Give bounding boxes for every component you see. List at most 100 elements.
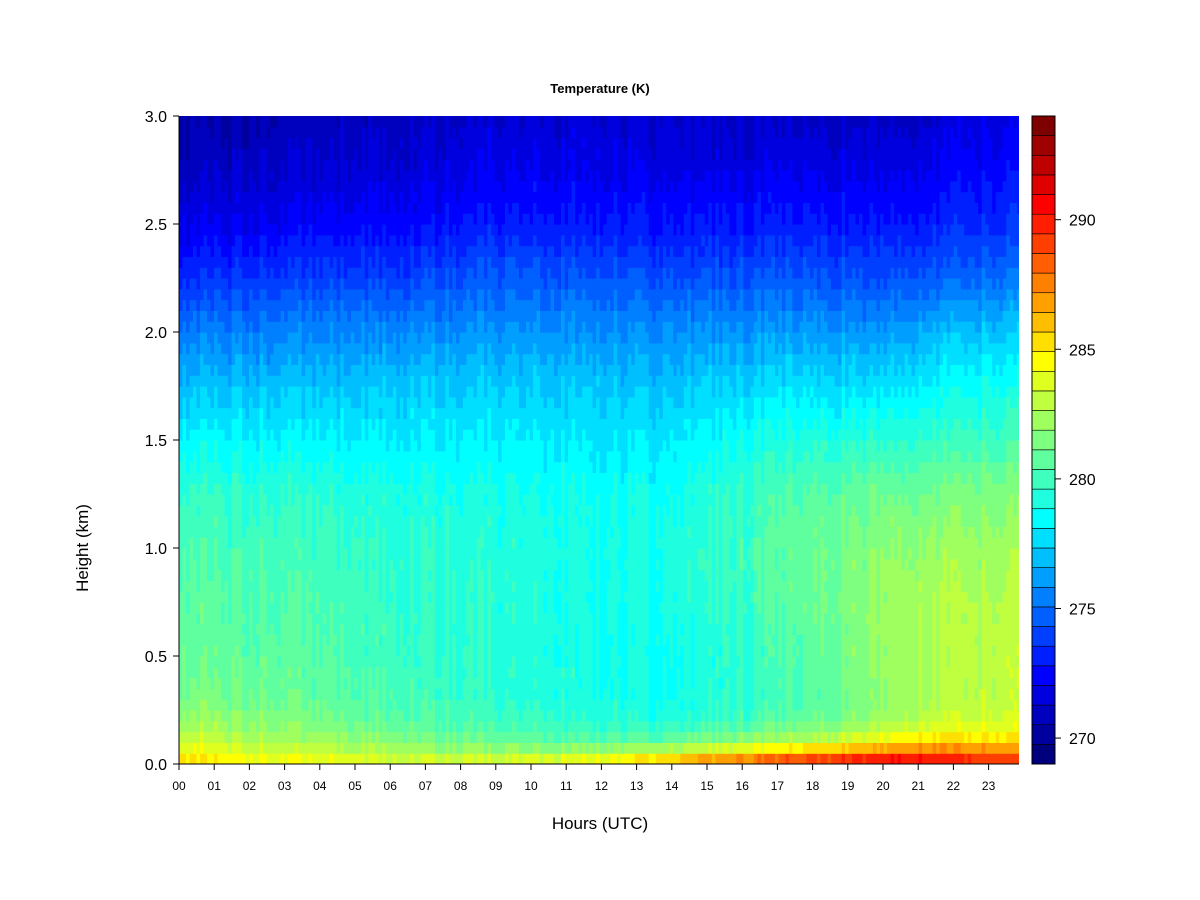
heatmap-cell	[322, 353, 327, 365]
heatmap-cell	[224, 548, 229, 560]
heatmap-cell	[259, 602, 264, 614]
heatmap-cell	[263, 321, 268, 333]
heatmap-cell	[277, 396, 282, 409]
heatmap-cell	[315, 332, 320, 344]
heatmap-cell	[431, 591, 436, 603]
heatmap-cell	[399, 126, 404, 139]
heatmap-cell	[203, 342, 208, 355]
heatmap-cell	[235, 602, 240, 614]
heatmap-cell	[259, 472, 264, 484]
heatmap-cell	[217, 666, 222, 679]
heatmap-cell	[326, 245, 331, 257]
heatmap-cell	[291, 602, 296, 614]
heatmap-cell	[298, 623, 303, 635]
heatmap-cell	[249, 245, 254, 257]
heatmap-cell	[270, 526, 275, 538]
heatmap-cell	[368, 440, 373, 452]
heatmap-cell	[445, 656, 450, 668]
heatmap-cell	[357, 710, 362, 722]
heatmap-cell	[375, 720, 380, 733]
heatmap-cell	[235, 278, 240, 290]
heatmap-cell	[396, 483, 401, 495]
heatmap-cell	[333, 202, 338, 214]
heatmap-cell	[284, 148, 289, 160]
heatmap-cell	[322, 440, 327, 452]
heatmap-cell	[224, 364, 229, 376]
heatmap-cell	[340, 515, 345, 527]
heatmap-cell	[179, 450, 184, 463]
heatmap-cell	[403, 612, 408, 625]
heatmap-cell	[207, 245, 212, 257]
heatmap-cell	[354, 267, 359, 279]
heatmap-cell	[413, 591, 418, 603]
heatmap-cell	[322, 429, 327, 441]
heatmap-cell	[312, 396, 317, 409]
heatmap-cell	[228, 170, 233, 182]
heatmap-cell	[193, 710, 198, 722]
heatmap-cell	[228, 440, 233, 452]
heatmap-cell	[431, 612, 436, 625]
heatmap-cell	[329, 450, 334, 463]
heatmap-cell	[375, 396, 380, 409]
heatmap-cell	[343, 375, 348, 387]
heatmap-cell	[322, 612, 327, 625]
heatmap-cell	[392, 666, 397, 679]
heatmap-cell	[312, 180, 317, 193]
heatmap-cell	[420, 126, 425, 139]
heatmap-cell	[207, 515, 212, 527]
heatmap-cell	[259, 656, 264, 668]
heatmap-cell	[196, 548, 201, 560]
heatmap-cell	[385, 148, 390, 160]
heatmap-cell	[273, 116, 278, 128]
heatmap-cell	[396, 429, 401, 441]
heatmap-cell	[196, 224, 201, 236]
heatmap-cell	[392, 256, 397, 268]
heatmap-cell	[406, 332, 411, 344]
heatmap-cell	[273, 461, 278, 473]
heatmap-cell	[434, 450, 439, 463]
heatmap-cell	[291, 213, 296, 225]
heatmap-cell	[410, 245, 415, 257]
heatmap-cell	[315, 386, 320, 398]
heatmap-cell	[291, 645, 296, 657]
heatmap-cell	[228, 180, 233, 193]
heatmap-cell	[210, 116, 215, 128]
heatmap-cell	[462, 342, 468, 355]
heatmap-cell	[231, 591, 236, 603]
heatmap-cell	[375, 548, 380, 560]
heatmap-cell	[259, 299, 264, 311]
heatmap-cell	[347, 515, 352, 527]
heatmap-cell	[252, 461, 257, 473]
heatmap-cell	[249, 364, 254, 376]
heatmap-cell	[207, 537, 212, 549]
heatmap-cell	[207, 699, 212, 711]
heatmap-cell	[305, 602, 310, 614]
heatmap-cell	[385, 191, 390, 203]
heatmap-cell	[350, 234, 355, 247]
heatmap-cell	[462, 461, 468, 473]
heatmap-cell	[403, 569, 408, 581]
heatmap-cell	[193, 753, 198, 764]
heatmap-cell	[431, 418, 436, 430]
heatmap-cell	[322, 224, 327, 236]
heatmap-cell	[231, 580, 236, 592]
heatmap-cell	[326, 364, 331, 376]
heatmap-cell	[196, 537, 201, 549]
heatmap-cell	[291, 656, 296, 668]
heatmap-cell	[329, 170, 334, 182]
heatmap-cell	[294, 526, 299, 538]
heatmap-cell	[231, 558, 236, 571]
heatmap-cell	[434, 245, 439, 257]
heatmap-cell	[322, 504, 327, 517]
heatmap-cell	[357, 288, 362, 301]
heatmap-cell	[438, 353, 443, 365]
heatmap-cell	[431, 180, 436, 193]
heatmap-cell	[455, 191, 461, 203]
heatmap-cell	[406, 429, 411, 441]
heatmap-cell	[336, 310, 341, 322]
heatmap-cell	[207, 591, 212, 603]
heatmap-cell	[249, 429, 254, 441]
heatmap-cell	[326, 656, 331, 668]
heatmap-cell	[462, 267, 468, 279]
heatmap-cell	[214, 580, 219, 592]
